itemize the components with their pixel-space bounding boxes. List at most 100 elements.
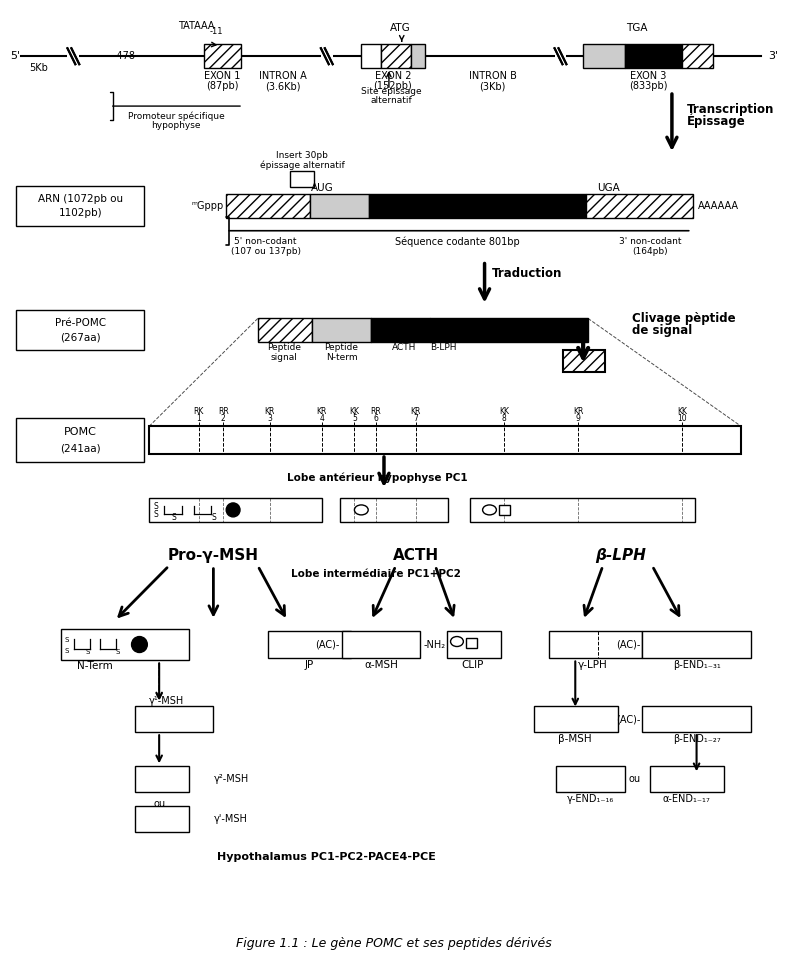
Text: alternatif: alternatif <box>370 96 412 105</box>
Text: épissage alternatif: épissage alternatif <box>260 160 344 170</box>
Text: β-MSH: β-MSH <box>559 734 592 744</box>
Text: (107 ou 137pb): (107 ou 137pb) <box>230 247 300 256</box>
Bar <box>16 186 144 226</box>
Text: N-Term: N-Term <box>77 661 113 671</box>
Bar <box>149 426 741 454</box>
Text: Figure 1.1 : Le gène POMC et ses peptides dérivés: Figure 1.1 : Le gène POMC et ses peptide… <box>236 937 552 950</box>
Text: RK: RK <box>194 407 204 416</box>
Bar <box>625 44 681 68</box>
Text: ou: ou <box>628 774 641 784</box>
Text: 1102pb): 1102pb) <box>58 207 102 218</box>
Text: ACTH: ACTH <box>392 548 438 564</box>
Text: (3Kb): (3Kb) <box>479 82 505 91</box>
Bar <box>447 631 501 659</box>
Text: Séquence codante 801bp: Séquence codante 801bp <box>395 236 520 247</box>
Bar <box>650 766 724 792</box>
Text: Insert 30pb: Insert 30pb <box>277 152 328 160</box>
Text: KK: KK <box>499 407 509 416</box>
Bar <box>16 310 144 350</box>
Bar <box>310 194 369 218</box>
Text: (AC)-: (AC)- <box>316 639 340 650</box>
Text: Peptide: Peptide <box>267 343 301 352</box>
Text: JP: JP <box>304 660 314 670</box>
Circle shape <box>226 503 240 516</box>
Text: -478: -478 <box>114 51 135 61</box>
Text: Lobe antérieur hypophyse PC1: Lobe antérieur hypophyse PC1 <box>288 472 468 483</box>
Text: Transcription: Transcription <box>687 103 774 115</box>
Bar <box>149 498 322 522</box>
Text: ACTH: ACTH <box>391 343 416 352</box>
Text: γ-END₁₋₁₆: γ-END₁₋₁₆ <box>567 794 614 804</box>
Text: KR: KR <box>573 407 583 416</box>
Bar <box>340 498 448 522</box>
Text: (AC)-: (AC)- <box>616 639 640 650</box>
Text: 7: 7 <box>413 414 418 422</box>
Bar <box>268 631 351 659</box>
Bar <box>642 631 751 659</box>
Text: ᵐGppp: ᵐGppp <box>191 201 223 211</box>
Polygon shape <box>321 48 332 64</box>
Circle shape <box>132 636 147 653</box>
Text: β-END₁₋₂₇: β-END₁₋₂₇ <box>673 734 720 744</box>
Bar <box>61 629 189 660</box>
Text: Pro-γ-MSH: Pro-γ-MSH <box>168 548 259 564</box>
Bar <box>681 44 713 68</box>
Text: S: S <box>86 650 90 656</box>
Text: (833pb): (833pb) <box>629 82 668 91</box>
Text: γ¹-MSH: γ¹-MSH <box>148 696 184 707</box>
Text: α-MSH: α-MSH <box>364 660 398 670</box>
Text: AAAAAA: AAAAAA <box>697 201 739 211</box>
Text: 4: 4 <box>320 414 324 422</box>
Text: S: S <box>171 514 176 522</box>
Text: EXON 3: EXON 3 <box>630 71 666 82</box>
Text: ou: ou <box>153 799 165 809</box>
Bar <box>226 194 310 218</box>
Text: S: S <box>65 636 69 642</box>
Bar <box>135 766 189 792</box>
Text: S: S <box>65 647 69 654</box>
Bar <box>465 637 477 647</box>
Text: 6: 6 <box>374 414 379 422</box>
Text: INTRON B: INTRON B <box>469 71 516 82</box>
Text: EXON 1: EXON 1 <box>204 71 241 82</box>
Text: B-LPH: B-LPH <box>430 343 457 352</box>
Text: CLIP: CLIP <box>461 660 484 670</box>
Text: (267aa): (267aa) <box>60 332 100 343</box>
Text: (3.6Kb): (3.6Kb) <box>265 82 300 91</box>
Text: S: S <box>154 502 159 512</box>
Text: TGA: TGA <box>626 23 647 34</box>
Text: (AC)-: (AC)- <box>616 714 640 724</box>
Text: (152pb): (152pb) <box>374 82 412 91</box>
Bar <box>342 631 421 659</box>
Bar <box>135 707 214 732</box>
Bar <box>257 319 312 343</box>
Bar <box>410 44 426 68</box>
Text: 3': 3' <box>768 51 779 61</box>
Text: Traduction: Traduction <box>492 267 562 280</box>
Text: (87pb): (87pb) <box>206 82 238 91</box>
Text: γ'-MSH: γ'-MSH <box>214 814 247 824</box>
Text: Hypothalamus PC1-PC2-PACE4-PCE: Hypothalamus PC1-PC2-PACE4-PCE <box>218 852 436 862</box>
Text: 5: 5 <box>352 414 357 422</box>
Text: EXON 2: EXON 2 <box>375 71 411 82</box>
Bar <box>135 806 189 832</box>
Bar <box>583 44 625 68</box>
Bar <box>16 419 144 462</box>
Text: S: S <box>116 650 120 656</box>
Text: 3: 3 <box>267 414 272 422</box>
Text: N-term: N-term <box>326 353 357 362</box>
Text: hypophyse: hypophyse <box>151 121 201 130</box>
Text: -NH₂: -NH₂ <box>423 639 446 650</box>
Text: 10: 10 <box>677 414 686 422</box>
Text: S: S <box>154 511 159 519</box>
Text: γ-LPH: γ-LPH <box>578 660 608 670</box>
Bar <box>381 44 410 68</box>
Text: UGA: UGA <box>598 182 620 193</box>
Text: KK: KK <box>677 407 687 416</box>
Text: KK: KK <box>349 407 359 416</box>
Text: KR: KR <box>410 407 421 416</box>
Text: TATAAA: TATAAA <box>179 21 215 32</box>
Bar <box>500 505 510 515</box>
Bar <box>642 707 751 732</box>
Text: β-LPH: β-LPH <box>595 548 646 564</box>
